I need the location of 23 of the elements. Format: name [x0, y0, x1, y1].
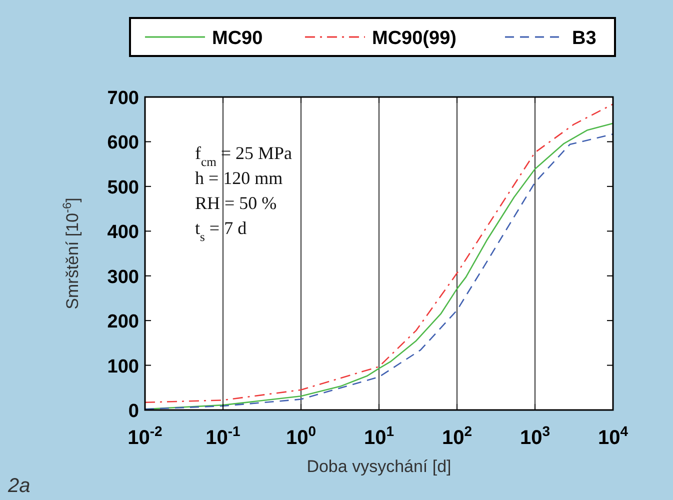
x-axis-title: Doba vysychání [d]: [306, 457, 452, 476]
x-tick-label: 10$^{-2}$: [128, 423, 163, 449]
annotation: RH = 50 %: [195, 193, 277, 213]
y-tick-label: 200: [107, 312, 139, 333]
text: 2a: [7, 475, 30, 497]
x-tick-label: 10$^{2}$: [442, 423, 472, 449]
y-tick-label: 600: [107, 132, 139, 154]
x-tick-label: 10$^{3}$: [520, 423, 550, 449]
y-tick-label: 700: [107, 88, 139, 109]
annotation: h = 120 mm: [195, 168, 283, 188]
y-tick-label: 100: [107, 356, 139, 378]
legend-label: MC90: [212, 28, 263, 49]
legend-label: MC90(99): [372, 28, 456, 49]
y-tick-label: 300: [107, 266, 139, 288]
x-tick-label: 10$^{-1}$: [206, 423, 241, 449]
x-tick-label: 10$^{1}$: [364, 423, 394, 449]
y-tick-label: 0: [128, 401, 139, 422]
annotation: t$_{s}$ = 7 d: [195, 218, 247, 244]
x-tick-label: 10$^{0}$: [286, 423, 316, 449]
legend-label: B3: [572, 28, 596, 49]
x-tick-label: 10$^{4}$: [598, 423, 628, 449]
y-tick-label: 500: [107, 177, 139, 198]
y-tick-label: 400: [107, 222, 139, 244]
